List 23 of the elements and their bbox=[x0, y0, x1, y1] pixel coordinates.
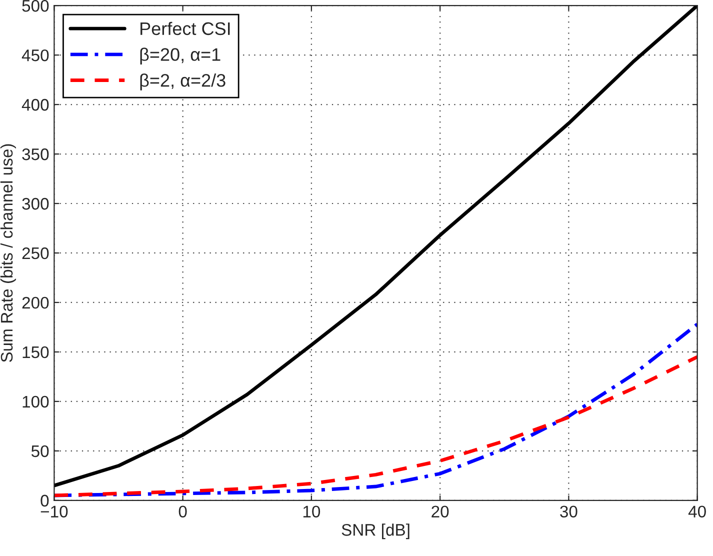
x-axis-title: SNR [dB] bbox=[342, 524, 410, 540]
y-tick-label: 100 bbox=[22, 396, 49, 408]
x-tick-label: −10 bbox=[40, 506, 68, 518]
x-tick-label: 10 bbox=[303, 506, 320, 518]
y-tick-label: 150 bbox=[22, 346, 49, 358]
y-tick-label: 350 bbox=[22, 148, 49, 160]
legend-label: Perfect CSI bbox=[140, 22, 230, 36]
x-tick-label: 20 bbox=[432, 506, 449, 518]
y-tick-label: 400 bbox=[22, 98, 49, 111]
legend-label: β=2, α=2/3 bbox=[140, 74, 226, 90]
y-tick-label: 250 bbox=[22, 247, 49, 260]
x-tick-label: 40 bbox=[688, 506, 706, 518]
y-tick-label: 300 bbox=[22, 198, 49, 210]
y-tick-label: 50 bbox=[31, 445, 49, 458]
x-tick-label: 0 bbox=[178, 506, 187, 518]
y-tick-label: 0 bbox=[40, 494, 49, 507]
legend-label: β=20, α=1 bbox=[140, 48, 220, 64]
y-tick-label: 500 bbox=[22, 0, 49, 12]
x-tick-label: 30 bbox=[560, 506, 578, 518]
y-tick-label: 200 bbox=[22, 296, 49, 309]
line-series bbox=[54, 355, 698, 498]
y-axis-title: Sum Rate (bits / channel use) bbox=[0, 144, 16, 362]
y-tick-label: 450 bbox=[22, 49, 49, 62]
